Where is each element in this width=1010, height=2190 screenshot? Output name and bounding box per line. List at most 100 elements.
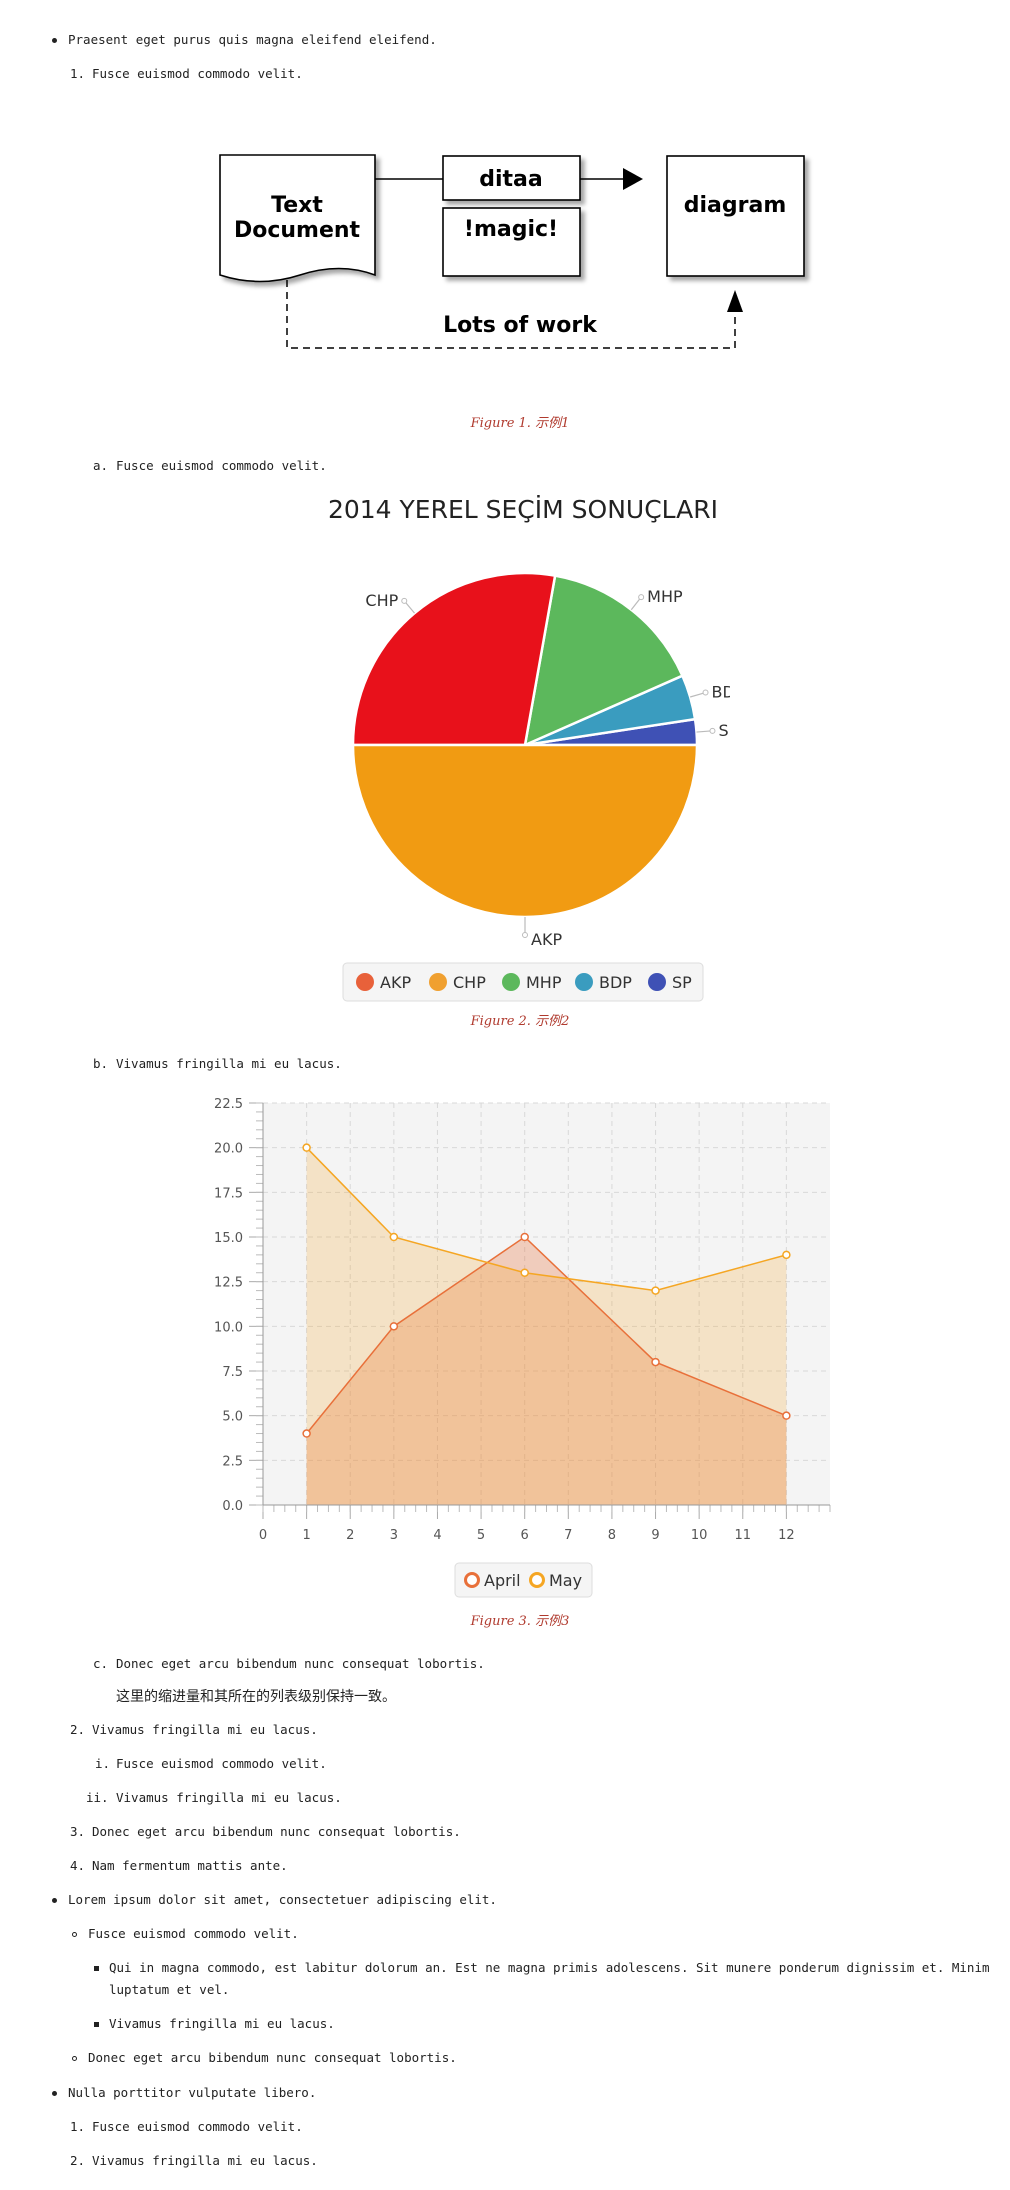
figure-caption: Figure 2. 示例2 (470, 1014, 570, 1029)
pie-slice-mhp (523, 574, 685, 748)
area-chart: 0.02.55.07.510.012.515.017.520.022.50 1 2 3… (214, 1097, 831, 1598)
data-point-april (651, 1357, 660, 1367)
figure-caption: Figure 3. 示例3 (470, 1614, 570, 1629)
area-fill-may (306, 1147, 787, 1505)
x-tick-label: 6 (521, 1528, 529, 1543)
data-point-april (389, 1322, 399, 1331)
pie-slice-label: MHP (647, 587, 683, 606)
legend-swatch (356, 973, 374, 991)
list-number: ii. (86, 1790, 109, 1805)
magic-box (442, 207, 581, 277)
pie-slice-label: SP (718, 721, 730, 740)
square-bullet-marker (94, 2022, 99, 2027)
y-tick-label: 2.5 (222, 1454, 243, 1469)
ditaa-box (442, 155, 581, 201)
data-point-may (389, 1232, 399, 1242)
pie-label-dot (522, 932, 528, 938)
pie-label-dot (638, 594, 645, 601)
list-item: Qui in magna commodo, est labitur doloru… (109, 1960, 990, 1975)
chart-title: 2014 YEREL SEÇİM SONUÇLARI (328, 495, 718, 524)
x-tick-label: 7 (564, 1528, 572, 1543)
x-tick-label: 0 (259, 1528, 267, 1543)
y-tick-label: 22.5 (214, 1097, 243, 1112)
x-tick-label: 2 (346, 1528, 354, 1543)
list-number: a. (93, 458, 109, 473)
x-tick-label: 4 (433, 1528, 441, 1543)
list-item: Vivamus fringilla mi eu lacus. (109, 2016, 335, 2031)
area-legend-frame (454, 1562, 593, 1598)
list-item: Fusce euismod commodo velit. (88, 1926, 299, 1941)
legend-swatch (429, 973, 447, 991)
pie-slice-label: CHP (365, 591, 398, 610)
data-point-may (302, 1143, 311, 1152)
legend-swatch (464, 1572, 480, 1588)
lots-of-work-label: Lots of work (443, 313, 598, 338)
pie-legend-frame (342, 962, 704, 1002)
circle-bullet-marker (72, 2056, 77, 2061)
y-tick-label: 0.0 (222, 1499, 243, 1514)
list-number: c. (93, 1656, 109, 1671)
arrow-right-icon (623, 168, 643, 190)
legend-label: SP (672, 973, 692, 992)
list-item: Fusce euismod commodo velit. (92, 2119, 303, 2134)
data-point-april (782, 1411, 791, 1420)
bullet-marker (52, 38, 57, 43)
list-item: Nulla porttitor vulputate libero. (68, 2085, 317, 2100)
list-item: Vivamus fringilla mi eu lacus. (116, 1790, 342, 1805)
y-tick-label: 10.0 (214, 1320, 243, 1335)
list-item: Fusce euismod commodo velit. (116, 1756, 327, 1771)
pie-label-dot (702, 689, 709, 696)
pie-chart: 2014 YEREL SEÇİM SONUÇLARI SP BDP MHP CHP AK… (328, 495, 730, 1002)
diagram-box (666, 155, 805, 277)
data-point-april (302, 1429, 311, 1438)
bullet-marker (52, 2091, 57, 2096)
legend-swatch (648, 973, 666, 991)
y-tick-label: 17.5 (214, 1186, 243, 1201)
x-tick-label: 10 (691, 1528, 708, 1543)
list-item: Nam fermentum mattis ante. (92, 1858, 288, 1873)
y-tick-label: 20.0 (214, 1142, 243, 1157)
legend-swatch (529, 1572, 545, 1588)
legend-label: BDP (599, 973, 632, 992)
text-document-label: Document (234, 218, 361, 243)
pie-slice-akp (351, 743, 699, 919)
note-text: 这里的缩进量和其所在的列表级别保持一致。 (116, 1689, 396, 1705)
bullet-marker (52, 1898, 57, 1903)
x-tick-label: 11 (734, 1528, 751, 1543)
x-tick-label: 12 (778, 1528, 795, 1543)
data-point-may (782, 1250, 791, 1260)
list-item: Vivamus fringilla mi eu lacus. (92, 1722, 318, 1737)
x-tick-label: 8 (608, 1528, 616, 1543)
list-item: Donec eget arcu bibendum nunc consequat … (88, 2050, 457, 2065)
x-tick-label: 9 (651, 1528, 659, 1543)
list-item: Vivamus fringilla mi eu lacus. (116, 1056, 342, 1071)
list-number: 1. (70, 66, 86, 81)
data-point-april (520, 1232, 529, 1242)
x-tick-label: 1 (302, 1528, 310, 1543)
list-item: Donec eget arcu bibendum nunc consequat … (116, 1656, 485, 1671)
data-point-may (651, 1286, 660, 1295)
ditaa-label: ditaa (479, 167, 543, 192)
list-number: 3. (70, 1824, 86, 1839)
legend-label: CHP (453, 973, 486, 992)
legend-label: MHP (526, 973, 562, 992)
list-number: 2. (70, 2153, 86, 2168)
figure-caption: Figure 1. 示例1 (470, 416, 570, 431)
list-item: Donec eget arcu bibendum nunc consequat … (92, 1824, 461, 1839)
y-tick-label: 7.5 (222, 1365, 243, 1380)
list-number: b. (93, 1056, 109, 1071)
x-tick-label: 3 (390, 1528, 398, 1543)
legend-swatch (502, 973, 520, 991)
list-item: Fusce euismod commodo velit. (116, 458, 327, 473)
text-document-label: Text (271, 193, 323, 218)
legend-label: AKP (380, 973, 411, 992)
circle-bullet-marker (72, 1932, 77, 1937)
list-item-continuation: luptatum et vel. (109, 1982, 230, 1997)
y-tick-label: 5.0 (222, 1410, 243, 1425)
list-item: Praesent eget purus quis magna eleifend … (68, 32, 437, 47)
ditaa-diagram: Text Document ditaa !magic! diagram Lots… (219, 154, 805, 349)
list-number: 2. (70, 1722, 86, 1737)
plot-background (263, 1103, 830, 1505)
legend-label: May (549, 1571, 582, 1590)
list-number: 1. (70, 2119, 86, 2134)
